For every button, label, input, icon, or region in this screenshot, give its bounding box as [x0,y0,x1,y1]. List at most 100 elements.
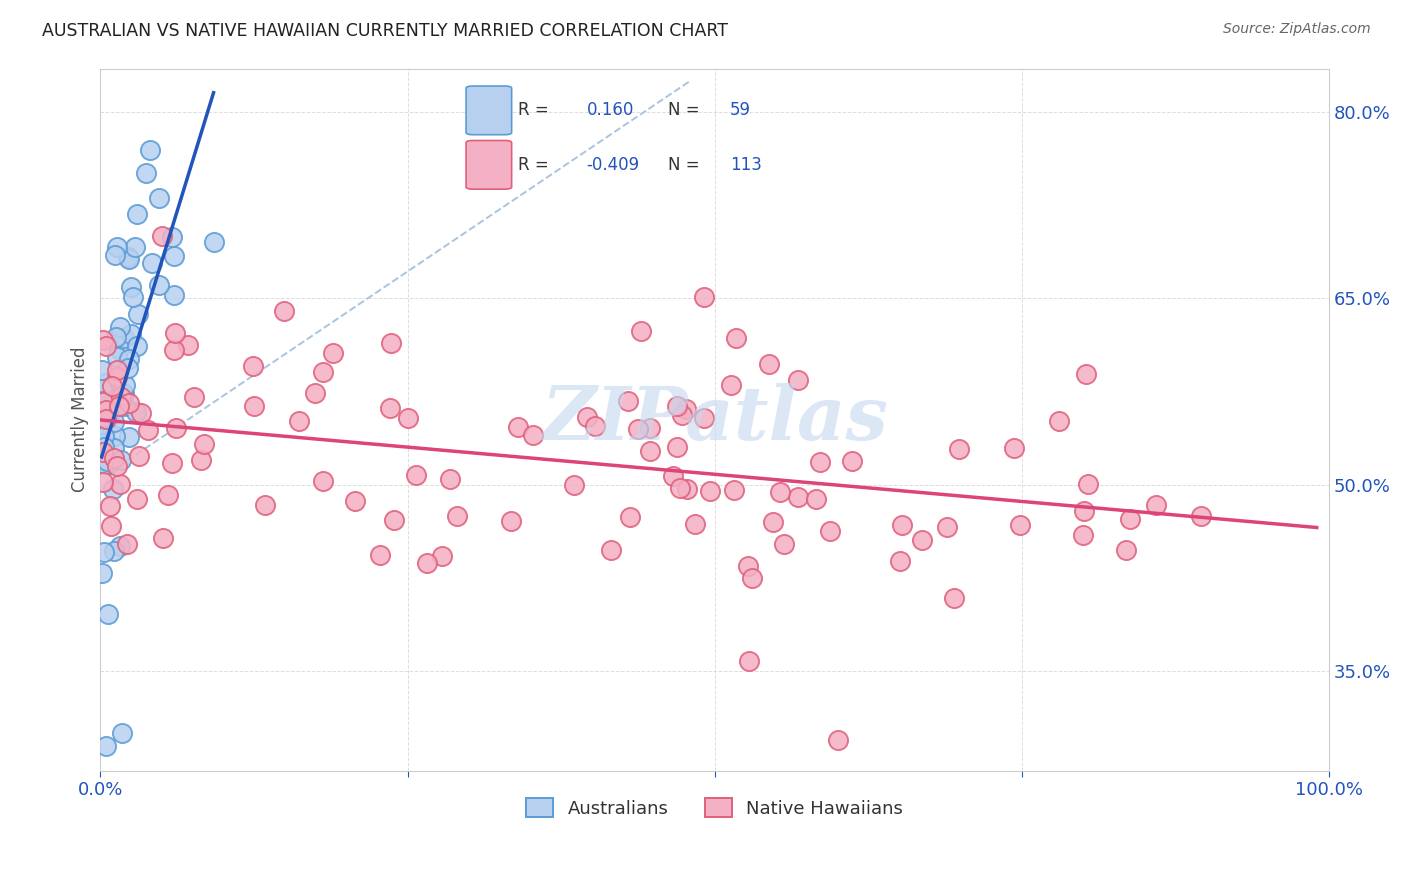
Point [368,548,391,562]
Point [943,591,966,605]
Point [675,402,697,417]
Point [148,191,170,205]
Point [683,516,706,531]
Point [103,415,125,429]
Point [93,545,115,559]
Point [165,421,187,435]
Point [841,454,863,468]
Point [104,248,127,262]
Point [1189,509,1212,524]
Point [165,326,187,341]
Point [162,229,184,244]
Point [808,455,831,469]
Point [630,324,652,338]
Point [160,456,183,470]
Point [105,362,128,376]
Point [117,360,139,375]
Point [720,377,742,392]
Point [741,571,763,585]
Point [108,343,131,357]
Point [118,252,141,267]
Point [193,436,215,450]
Point [100,519,122,533]
Point [322,346,344,360]
Point [91,444,114,458]
Point [91,475,114,489]
Point [125,405,148,419]
Point [1076,367,1098,381]
Point [105,240,128,254]
Point [439,472,461,486]
Point [583,418,606,433]
Point [242,399,264,413]
Point [627,422,650,436]
Point [94,403,117,417]
Point [617,393,640,408]
Point [380,336,402,351]
Point [786,373,808,387]
Point [125,339,148,353]
Point [111,726,134,740]
Point [91,422,114,436]
Point [666,440,689,454]
Point [396,411,419,425]
Point [638,443,661,458]
Point [94,376,117,390]
Point [662,468,685,483]
Point [110,390,132,404]
Point [120,327,142,342]
Point [405,468,427,483]
Text: ZIPatlas: ZIPatlas [541,384,889,456]
Point [127,207,149,221]
Point [112,385,135,400]
Point [506,419,529,434]
Point [769,485,792,500]
Point [163,343,186,357]
Point [93,412,115,426]
Y-axis label: Currently Married: Currently Married [72,347,89,492]
Point [93,394,115,409]
Point [1073,504,1095,518]
Point [758,357,780,371]
Point [666,399,689,413]
Point [150,229,173,244]
Point [97,457,120,471]
Point [576,409,599,424]
Point [139,144,162,158]
Point [112,331,135,345]
Point [190,452,212,467]
Point [1004,442,1026,456]
Point [96,412,118,426]
Point [129,406,152,420]
Point [121,290,143,304]
Point [693,290,716,304]
Point [668,481,690,495]
Point [1008,518,1031,533]
Point [1119,512,1142,526]
Point [117,537,139,551]
Point [124,240,146,254]
Point [108,400,131,414]
Point [135,166,157,180]
Point [118,396,141,410]
Point [288,414,311,428]
Point [110,539,132,553]
Point [103,544,125,558]
Legend: Australians, Native Hawaiians: Australians, Native Hawaiians [519,791,910,825]
Point [110,453,132,467]
Point [416,556,439,570]
Point [114,377,136,392]
Point [499,514,522,528]
Point [911,533,934,548]
Point [108,476,131,491]
Point [675,482,697,496]
Point [693,411,716,425]
Point [378,401,401,415]
Point [98,500,121,514]
Point [936,520,959,534]
Point [127,307,149,321]
Point [104,428,127,442]
Point [312,475,335,489]
Point [382,513,405,527]
Point [725,331,748,345]
